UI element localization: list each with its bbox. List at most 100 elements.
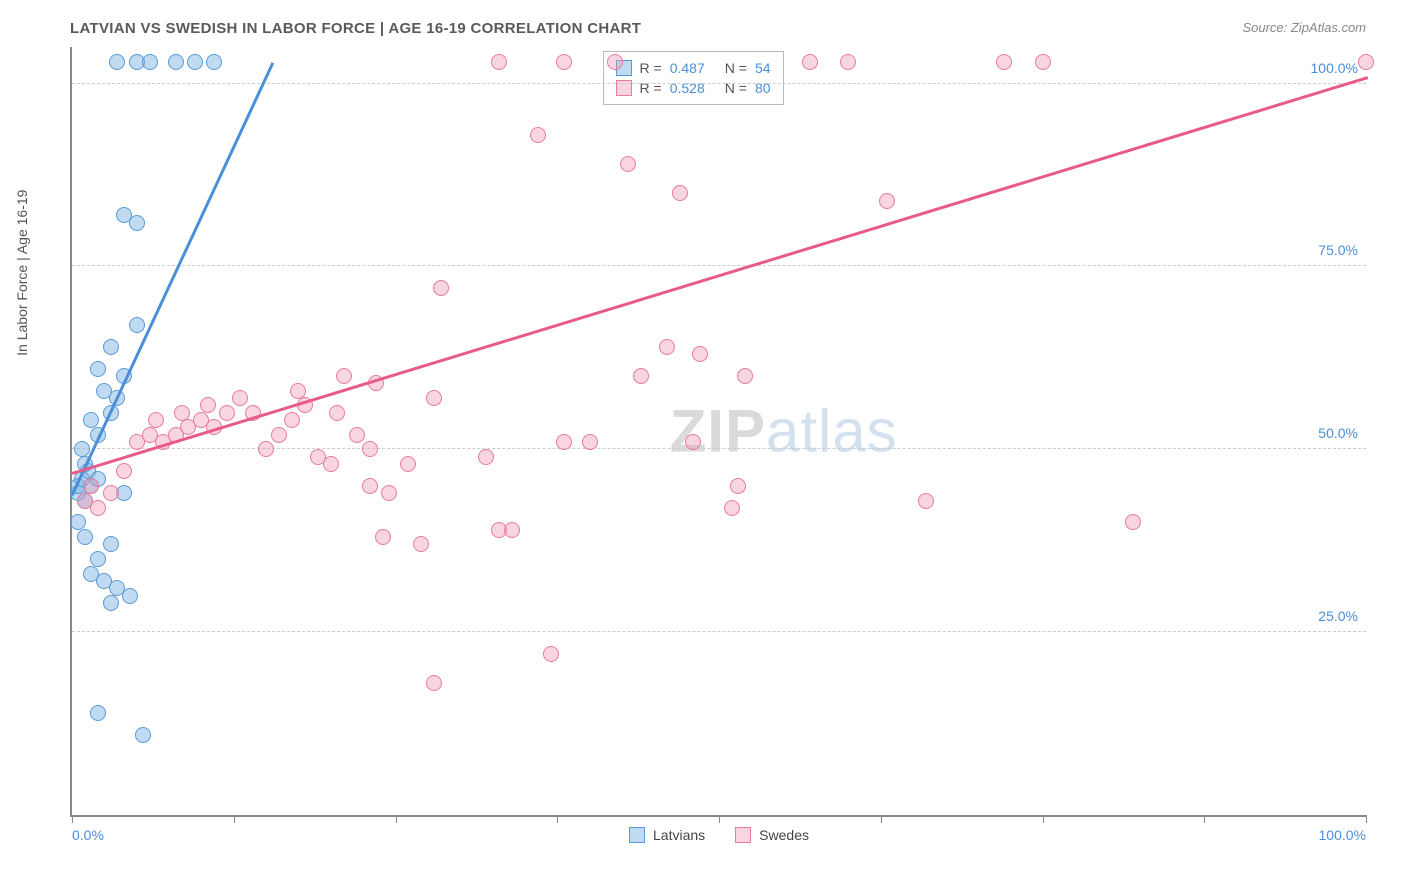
scatter-point-swedes xyxy=(724,500,740,516)
scatter-point-swedes xyxy=(200,397,216,413)
scatter-point-swedes xyxy=(400,456,416,472)
plot-area: In Labor Force | Age 16-19 ZIPatlas R =0… xyxy=(70,47,1366,817)
scatter-point-latvians xyxy=(103,339,119,355)
scatter-point-swedes xyxy=(582,434,598,450)
source-text: Source: ZipAtlas.com xyxy=(1242,20,1366,35)
scatter-point-swedes xyxy=(730,478,746,494)
scatter-point-latvians xyxy=(103,536,119,552)
r-label: R = xyxy=(640,60,662,76)
x-tick xyxy=(1204,815,1205,823)
scatter-point-swedes xyxy=(362,441,378,457)
x-tick xyxy=(719,815,720,823)
scatter-point-swedes xyxy=(996,54,1012,70)
legend-bottom: Latvians Swedes xyxy=(629,827,809,843)
scatter-point-swedes xyxy=(271,427,287,443)
legend-swatch xyxy=(629,827,645,843)
scatter-point-swedes xyxy=(232,390,248,406)
scatter-point-swedes xyxy=(879,193,895,209)
scatter-point-swedes xyxy=(323,456,339,472)
scatter-point-latvians xyxy=(103,595,119,611)
scatter-point-latvians xyxy=(142,54,158,70)
scatter-point-latvians xyxy=(90,705,106,721)
scatter-point-swedes xyxy=(362,478,378,494)
scatter-point-swedes xyxy=(607,54,623,70)
scatter-point-latvians xyxy=(129,317,145,333)
scatter-point-latvians xyxy=(90,551,106,567)
scatter-point-swedes xyxy=(530,127,546,143)
scatter-point-latvians xyxy=(77,529,93,545)
scatter-point-swedes xyxy=(491,54,507,70)
legend-item-swedes: Swedes xyxy=(735,827,809,843)
y-axis-label: In Labor Force | Age 16-19 xyxy=(14,190,30,356)
scatter-point-swedes xyxy=(672,185,688,201)
x-tick xyxy=(396,815,397,823)
scatter-point-swedes xyxy=(290,383,306,399)
scatter-point-swedes xyxy=(504,522,520,538)
scatter-point-swedes xyxy=(543,646,559,662)
legend-swatch xyxy=(735,827,751,843)
scatter-point-swedes xyxy=(478,449,494,465)
gridline-h xyxy=(72,265,1366,266)
gridline-h xyxy=(72,83,1366,84)
scatter-point-swedes xyxy=(433,280,449,296)
scatter-point-swedes xyxy=(620,156,636,172)
x-tick xyxy=(881,815,882,823)
scatter-point-swedes xyxy=(83,478,99,494)
x-tick-label: 100.0% xyxy=(1319,827,1366,843)
scatter-point-swedes xyxy=(413,536,429,552)
scatter-point-swedes xyxy=(1125,514,1141,530)
scatter-point-latvians xyxy=(122,588,138,604)
watermark-zip: ZIP xyxy=(670,398,766,465)
scatter-point-swedes xyxy=(1358,54,1374,70)
scatter-point-swedes xyxy=(426,390,442,406)
scatter-point-swedes xyxy=(659,339,675,355)
scatter-point-latvians xyxy=(109,54,125,70)
x-tick xyxy=(1366,815,1367,823)
scatter-point-swedes xyxy=(284,412,300,428)
n-label: N = xyxy=(725,60,747,76)
y-tick-label: 75.0% xyxy=(1318,242,1358,258)
x-tick xyxy=(234,815,235,823)
trend-line-swedes xyxy=(72,76,1369,475)
watermark: ZIPatlas xyxy=(670,397,898,466)
legend-stats-row: R =0.487N =54 xyxy=(616,58,771,78)
scatter-point-latvians xyxy=(129,215,145,231)
x-tick xyxy=(557,815,558,823)
scatter-point-swedes xyxy=(802,54,818,70)
gridline-h xyxy=(72,631,1366,632)
scatter-point-latvians xyxy=(206,54,222,70)
scatter-point-swedes xyxy=(685,434,701,450)
scatter-point-swedes xyxy=(90,500,106,516)
y-tick-label: 100.0% xyxy=(1311,60,1358,76)
y-tick-label: 50.0% xyxy=(1318,425,1358,441)
scatter-point-swedes xyxy=(1035,54,1051,70)
scatter-point-swedes xyxy=(329,405,345,421)
scatter-point-swedes xyxy=(336,368,352,384)
scatter-point-latvians xyxy=(70,514,86,530)
x-tick-label: 0.0% xyxy=(72,827,104,843)
chart-title: LATVIAN VS SWEDISH IN LABOR FORCE | AGE … xyxy=(70,20,641,37)
scatter-point-swedes xyxy=(148,412,164,428)
legend-stats-row: R =0.528N =80 xyxy=(616,78,771,98)
legend-label: Latvians xyxy=(653,827,705,843)
scatter-point-swedes xyxy=(692,346,708,362)
scatter-point-swedes xyxy=(258,441,274,457)
legend-label: Swedes xyxy=(759,827,809,843)
scatter-point-swedes xyxy=(116,463,132,479)
scatter-point-latvians xyxy=(135,727,151,743)
x-tick xyxy=(72,815,73,823)
scatter-point-latvians xyxy=(90,361,106,377)
legend-stats-box: R =0.487N =54R =0.528N =80 xyxy=(603,51,784,105)
chart-container: LATVIAN VS SWEDISH IN LABOR FORCE | AGE … xyxy=(0,0,1406,892)
scatter-point-swedes xyxy=(219,405,235,421)
scatter-point-swedes xyxy=(737,368,753,384)
scatter-point-swedes xyxy=(381,485,397,501)
scatter-point-swedes xyxy=(633,368,649,384)
scatter-point-latvians xyxy=(83,412,99,428)
watermark-atlas: atlas xyxy=(766,398,898,465)
legend-item-latvians: Latvians xyxy=(629,827,705,843)
scatter-point-swedes xyxy=(556,54,572,70)
title-row: LATVIAN VS SWEDISH IN LABOR FORCE | AGE … xyxy=(70,20,1366,37)
scatter-point-latvians xyxy=(187,54,203,70)
y-tick-label: 25.0% xyxy=(1318,608,1358,624)
